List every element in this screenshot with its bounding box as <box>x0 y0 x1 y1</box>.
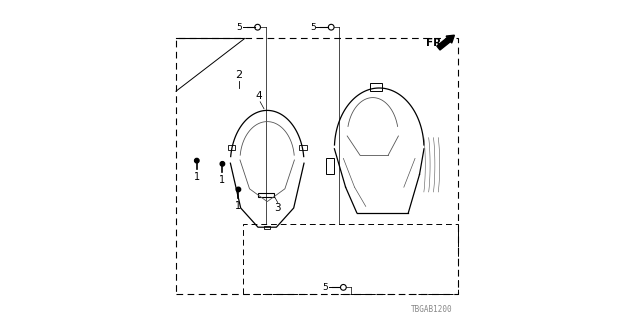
Text: TBGAB1200: TBGAB1200 <box>411 305 453 314</box>
Text: 2: 2 <box>235 70 242 80</box>
Text: 5: 5 <box>310 23 316 32</box>
Circle shape <box>236 187 241 192</box>
Text: 1: 1 <box>220 175 225 185</box>
Text: 1: 1 <box>194 172 200 182</box>
Text: FR.: FR. <box>426 38 445 48</box>
FancyArrow shape <box>437 35 454 50</box>
Bar <box>228 145 236 150</box>
Bar <box>326 158 334 174</box>
Text: 4: 4 <box>256 91 262 101</box>
Bar <box>370 83 383 91</box>
Text: 5: 5 <box>323 283 328 292</box>
Circle shape <box>220 162 225 166</box>
Text: 5: 5 <box>237 23 243 32</box>
Bar <box>299 145 307 150</box>
Circle shape <box>195 158 199 163</box>
Text: 1: 1 <box>236 201 241 211</box>
Bar <box>264 226 270 229</box>
Bar <box>258 193 274 197</box>
Text: 3: 3 <box>275 203 281 213</box>
